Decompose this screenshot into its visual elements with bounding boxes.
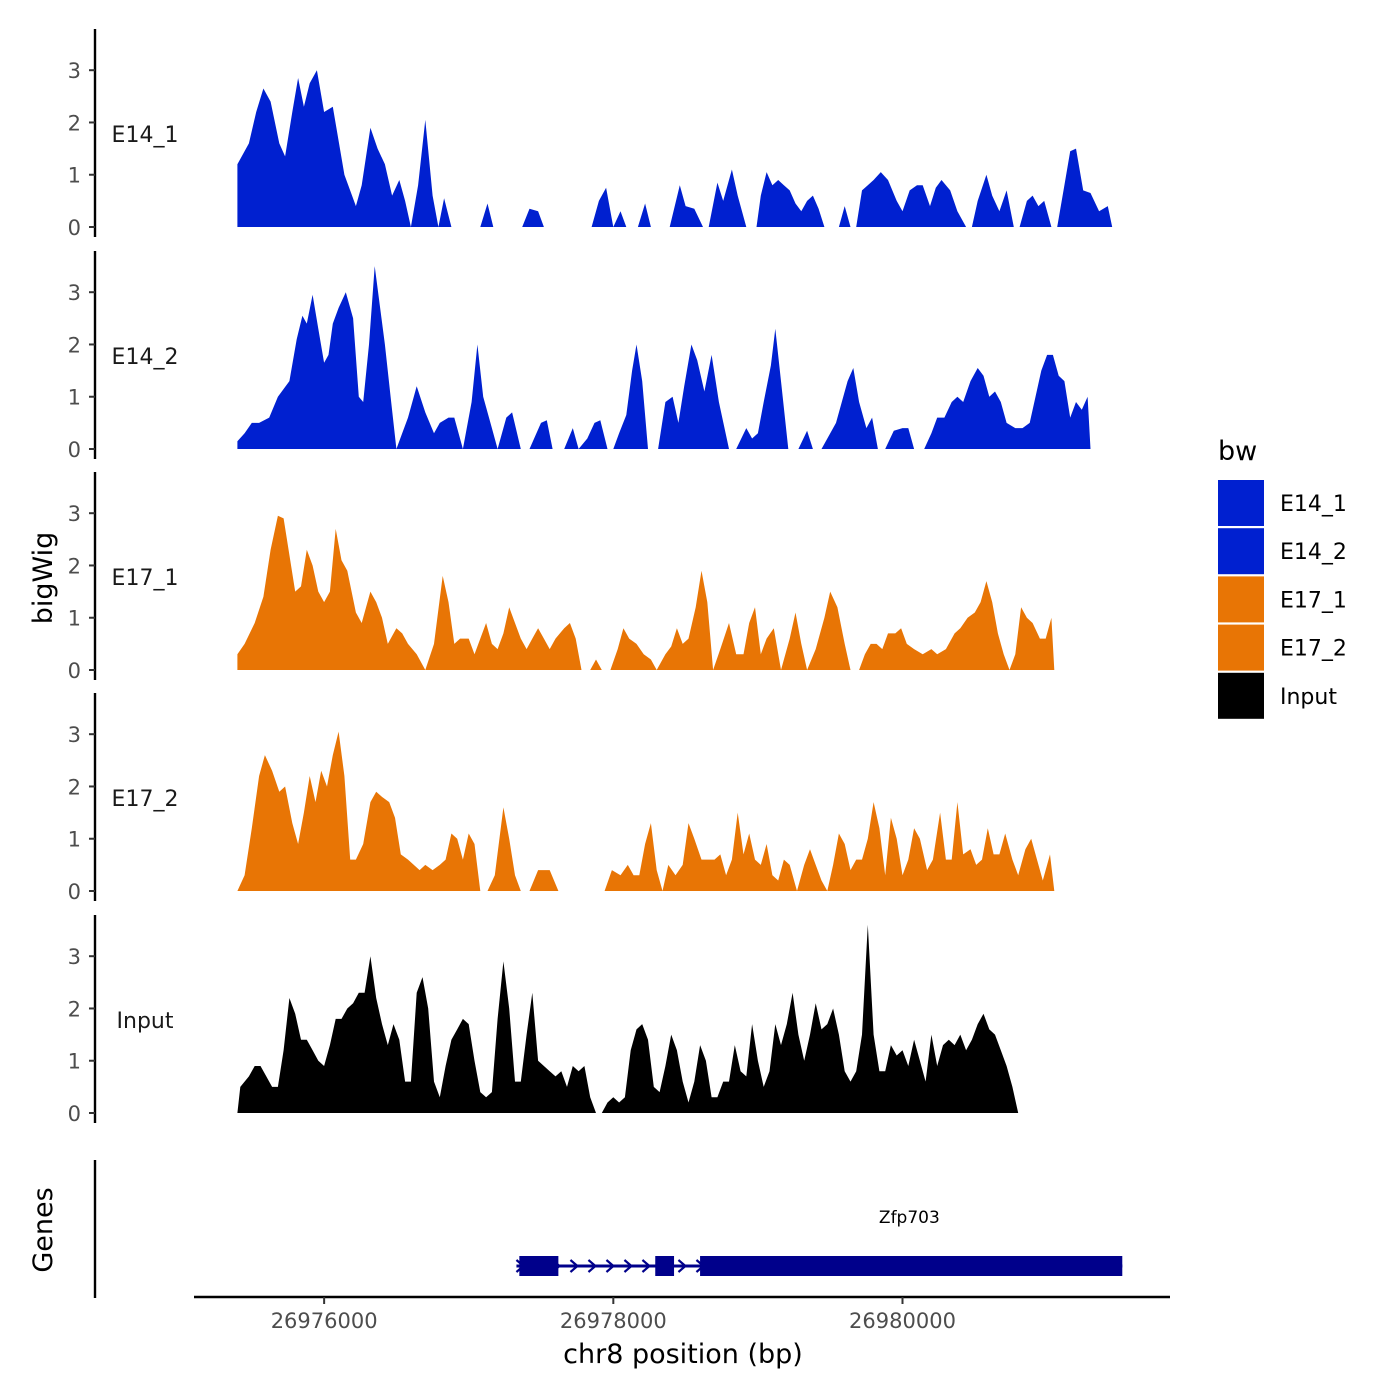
y-tick-label: 2 — [68, 554, 81, 578]
x-tick-label: 26978000 — [560, 1309, 667, 1333]
track-label: Input — [117, 1009, 174, 1034]
strand-arrow — [587, 1259, 598, 1273]
series-area-E14_1 — [237, 70, 1113, 227]
y-tick-label: 0 — [68, 1102, 81, 1126]
y-tick-label: 0 — [68, 880, 81, 904]
x-tick-label: 26980000 — [849, 1309, 956, 1333]
legend: bw E14_1 E14_2 E17_1 E17_2 Input — [1218, 436, 1347, 719]
track-E14_1: 0 1 2 3 E14_1 — [68, 29, 1113, 240]
y-tick-label: 1 — [68, 828, 81, 852]
y-tick-label: 2 — [68, 775, 81, 799]
genes-axis-title: Genes — [28, 1187, 59, 1272]
x-tick-label: 26976000 — [271, 1309, 378, 1333]
y-tick-label: 0 — [68, 438, 81, 462]
y-tick-label: 2 — [68, 111, 81, 135]
gene-exon — [700, 1256, 1123, 1276]
x-axis-title: chr8 position (bp) — [563, 1339, 803, 1370]
strand-arrow — [641, 1259, 652, 1273]
y-tick-label: 3 — [68, 59, 81, 83]
y-tick-label: 2 — [68, 997, 81, 1021]
y-tick-label: 2 — [68, 333, 81, 357]
legend-label: Input — [1280, 685, 1337, 710]
series-area-E17_2 — [237, 731, 1055, 891]
legend-title: bw — [1218, 436, 1257, 467]
legend-swatch-E14_1 — [1218, 480, 1264, 526]
series-area-E14_2 — [237, 266, 1091, 449]
track-label: E14_2 — [112, 345, 179, 370]
gene-track: Zfp703 — [93, 1160, 1123, 1298]
gene-exon — [519, 1256, 559, 1276]
x-axis: 26976000 26978000 26980000 — [194, 1295, 1170, 1333]
legend-label: E14_1 — [1280, 492, 1347, 517]
y-tick-label: 3 — [68, 281, 81, 305]
y-tick-label: 1 — [68, 386, 81, 410]
y-tick-label: 3 — [68, 945, 81, 969]
track-E17_2: 0 1 2 3 E17_2 — [68, 693, 1055, 904]
y-tick-label: 1 — [68, 164, 81, 188]
legend-label: E17_1 — [1280, 588, 1347, 613]
gene-exon — [655, 1256, 675, 1276]
legend-swatch-Input — [1218, 672, 1264, 719]
track-Input: 0 1 2 3 Input — [68, 915, 1027, 1126]
y-tick-label: 3 — [68, 723, 81, 747]
y-tick-label: 3 — [68, 502, 81, 526]
y-tick-label: 1 — [68, 1050, 81, 1074]
strand-arrow — [677, 1259, 688, 1273]
coverage-tracks: 0 1 2 3 E14_1 0 1 2 3 E14_2 0 1 2 3 E17_1 0 1 2 3 E17_2 0 1 2 3… — [68, 29, 1113, 1126]
y-tick-label: 0 — [68, 216, 81, 240]
track-label: E17_2 — [112, 787, 179, 812]
legend-swatch-E17_2 — [1218, 624, 1264, 671]
strand-arrow — [623, 1259, 634, 1273]
track-E17_1: 0 1 2 3 E17_1 — [68, 472, 1055, 683]
legend-label: E17_2 — [1280, 637, 1347, 662]
legend-label: E14_2 — [1280, 540, 1347, 565]
series-area-E17_1 — [237, 515, 1055, 670]
track-label: E17_1 — [112, 566, 179, 591]
track-label: E14_1 — [112, 123, 179, 148]
legend-swatch-E14_2 — [1218, 528, 1264, 575]
track-E14_2: 0 1 2 3 E14_2 — [68, 251, 1091, 462]
strand-arrow — [605, 1259, 616, 1273]
y-tick-label: 0 — [68, 659, 81, 683]
y-tick-label: 1 — [68, 607, 81, 631]
legend-swatch-E17_1 — [1218, 576, 1264, 623]
series-area-Input — [237, 924, 1027, 1113]
strand-arrow — [569, 1259, 580, 1273]
gene-label: Zfp703 — [879, 1208, 940, 1228]
y-axis-title: bigWig — [28, 532, 59, 625]
